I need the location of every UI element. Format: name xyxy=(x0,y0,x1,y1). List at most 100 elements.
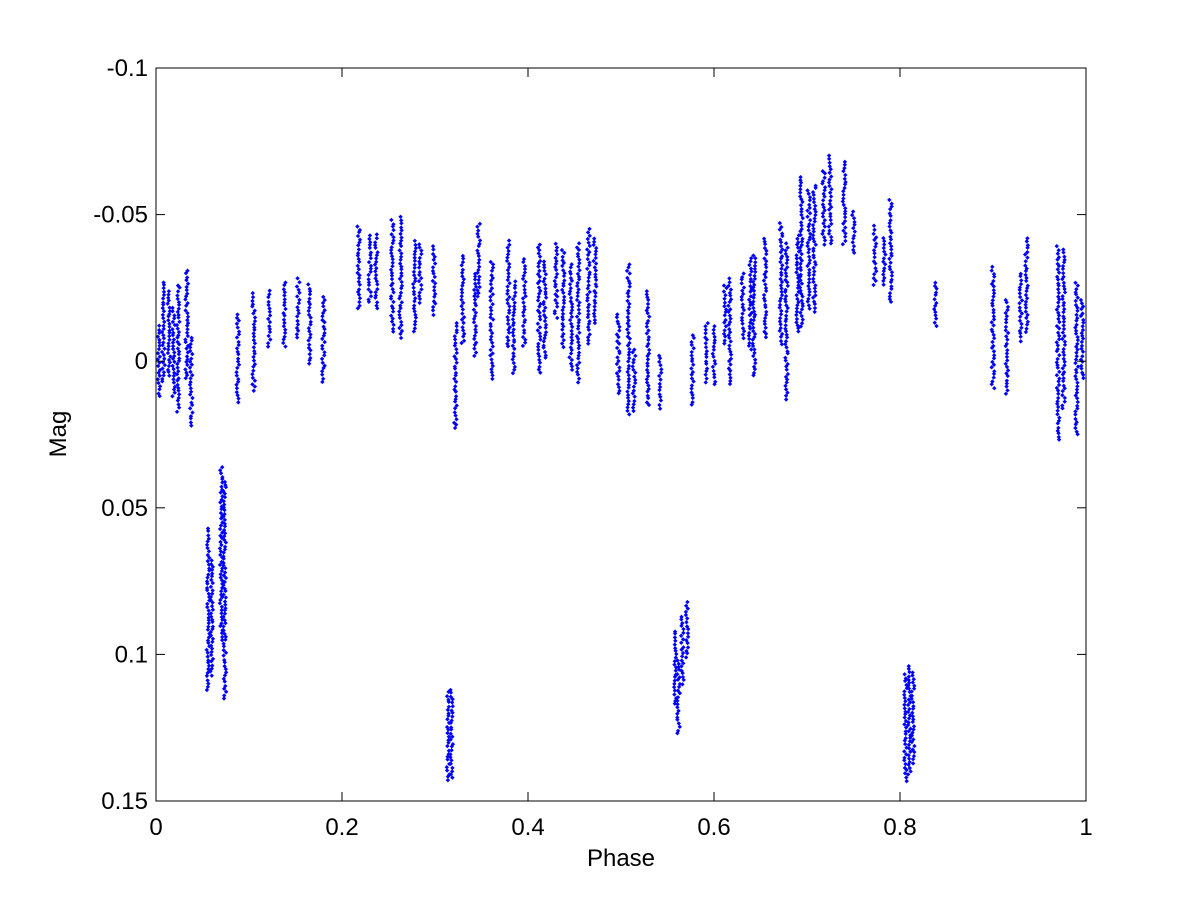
data-point xyxy=(800,215,805,221)
data-point xyxy=(645,373,651,379)
data-point xyxy=(691,346,696,351)
data-point xyxy=(881,256,887,261)
data-point xyxy=(912,683,917,688)
data-point xyxy=(535,298,541,303)
data-point xyxy=(888,228,893,233)
data-point xyxy=(1079,339,1085,345)
data-point xyxy=(204,587,210,593)
data-point xyxy=(710,351,715,356)
data-point xyxy=(797,285,803,290)
data-point xyxy=(908,749,913,755)
data-point xyxy=(576,343,582,348)
data-point xyxy=(616,385,622,390)
data-point xyxy=(417,290,422,295)
data-point xyxy=(747,330,752,336)
data-point xyxy=(691,379,696,384)
data-point xyxy=(783,328,789,334)
data-point xyxy=(560,327,565,332)
data-point xyxy=(840,242,846,247)
data-point xyxy=(812,219,817,224)
data-point xyxy=(476,260,481,266)
data-point xyxy=(741,328,747,334)
data-point xyxy=(389,283,394,288)
data-point xyxy=(219,559,224,565)
data-point xyxy=(1005,304,1011,310)
data-point xyxy=(512,346,517,352)
data-point xyxy=(576,303,581,308)
data-point xyxy=(219,604,225,609)
data-point xyxy=(843,238,848,244)
data-point xyxy=(356,292,362,297)
data-point xyxy=(398,238,404,243)
data-point xyxy=(1005,337,1010,342)
data-point xyxy=(250,375,256,381)
data-point xyxy=(800,301,805,306)
data-point xyxy=(552,278,557,284)
data-point xyxy=(510,343,515,348)
data-point xyxy=(751,364,757,369)
data-point xyxy=(1073,325,1078,330)
data-point xyxy=(1073,409,1078,414)
data-point xyxy=(389,273,395,278)
data-point xyxy=(1023,302,1028,307)
data-point xyxy=(585,295,590,301)
data-point xyxy=(477,274,482,279)
data-point xyxy=(506,338,511,343)
data-point xyxy=(689,386,694,391)
data-point xyxy=(1073,425,1078,431)
data-point xyxy=(223,595,228,600)
data-point xyxy=(906,666,911,672)
data-point xyxy=(821,221,826,226)
data-point xyxy=(807,237,812,242)
data-point xyxy=(740,326,746,331)
data-point xyxy=(367,242,373,248)
data-point xyxy=(452,337,458,342)
data-point xyxy=(472,353,477,359)
data-point xyxy=(167,373,172,378)
data-point xyxy=(807,195,813,200)
data-point xyxy=(471,307,477,312)
data-point xyxy=(1018,281,1024,287)
data-point xyxy=(783,326,788,332)
data-point xyxy=(536,285,542,290)
data-point xyxy=(307,342,312,347)
data-point xyxy=(740,302,745,307)
data-point xyxy=(220,530,225,535)
data-point xyxy=(156,380,161,386)
data-point xyxy=(222,631,227,637)
data-point xyxy=(175,296,180,302)
data-point xyxy=(888,237,894,242)
data-point xyxy=(587,249,592,255)
data-point xyxy=(685,634,691,640)
data-point xyxy=(235,365,240,371)
data-point xyxy=(209,574,215,579)
data-point xyxy=(543,325,548,330)
data-point xyxy=(250,382,255,387)
data-point xyxy=(251,345,257,350)
data-point xyxy=(728,293,733,298)
data-point xyxy=(842,185,847,191)
data-point xyxy=(820,198,826,203)
data-point xyxy=(536,347,541,353)
data-point xyxy=(1057,333,1062,339)
data-point xyxy=(510,317,516,322)
data-point xyxy=(505,317,511,323)
data-point xyxy=(779,308,784,314)
data-point xyxy=(1074,354,1079,359)
data-point xyxy=(630,391,636,396)
data-point xyxy=(1079,306,1084,312)
data-point xyxy=(1018,331,1023,336)
data-point xyxy=(222,544,228,550)
data-point xyxy=(1062,290,1068,295)
data-point xyxy=(170,346,176,352)
data-point xyxy=(411,285,416,290)
data-point xyxy=(989,345,995,351)
data-point xyxy=(1004,354,1010,360)
data-point xyxy=(391,299,396,305)
data-point xyxy=(631,388,637,393)
data-point xyxy=(488,281,494,287)
data-point xyxy=(1075,432,1080,437)
data-point xyxy=(1061,316,1067,321)
data-point xyxy=(851,247,856,253)
data-point xyxy=(910,706,916,711)
